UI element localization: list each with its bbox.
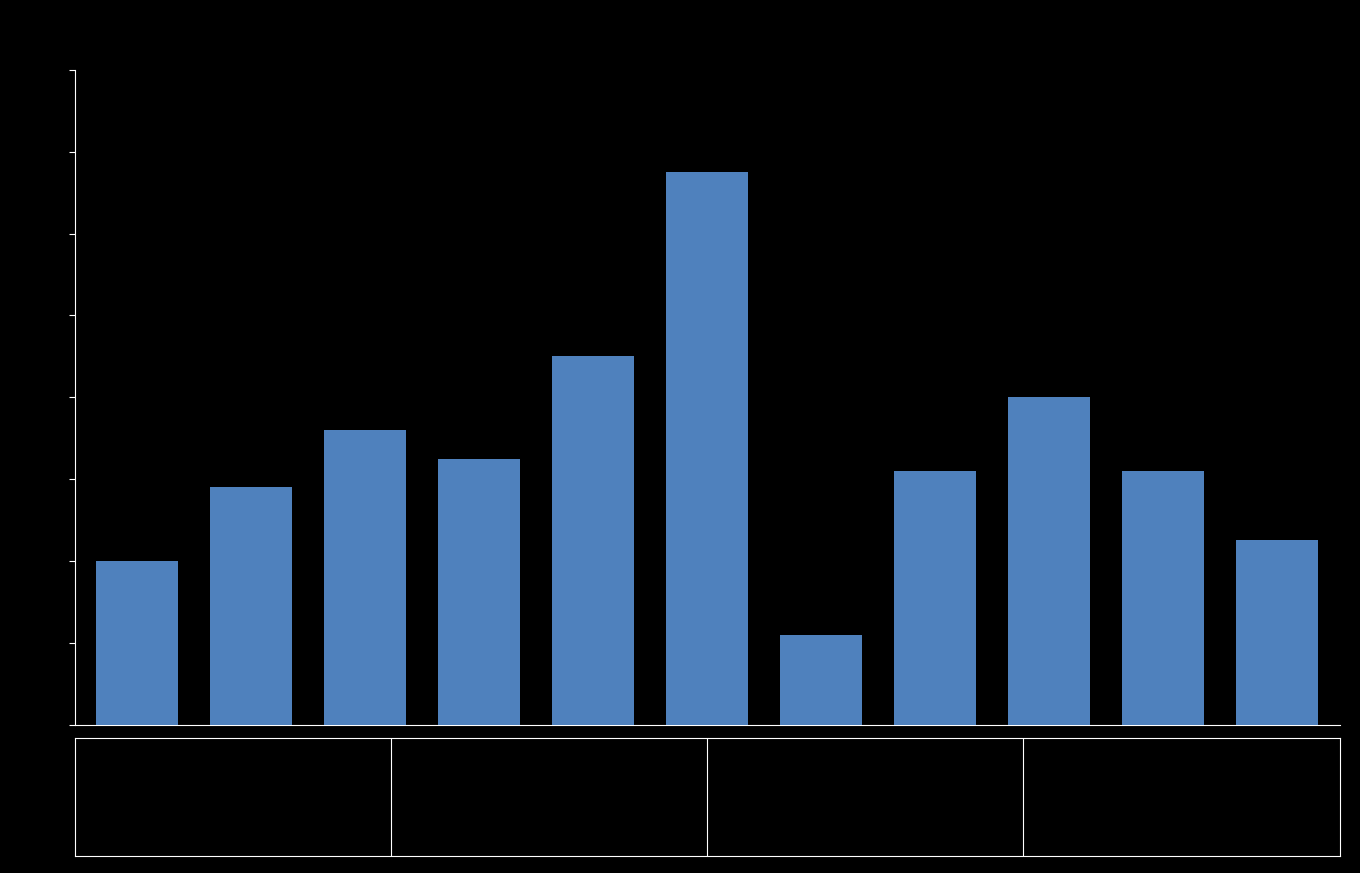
Bar bbox=[894, 471, 976, 725]
Bar bbox=[1008, 397, 1091, 725]
Bar bbox=[552, 356, 634, 725]
Bar bbox=[438, 458, 521, 725]
Bar bbox=[211, 487, 292, 725]
Bar bbox=[324, 430, 407, 725]
Bar bbox=[666, 172, 748, 725]
Bar bbox=[1122, 471, 1204, 725]
Bar bbox=[781, 635, 862, 725]
Bar bbox=[97, 560, 178, 725]
Bar bbox=[1236, 540, 1318, 725]
